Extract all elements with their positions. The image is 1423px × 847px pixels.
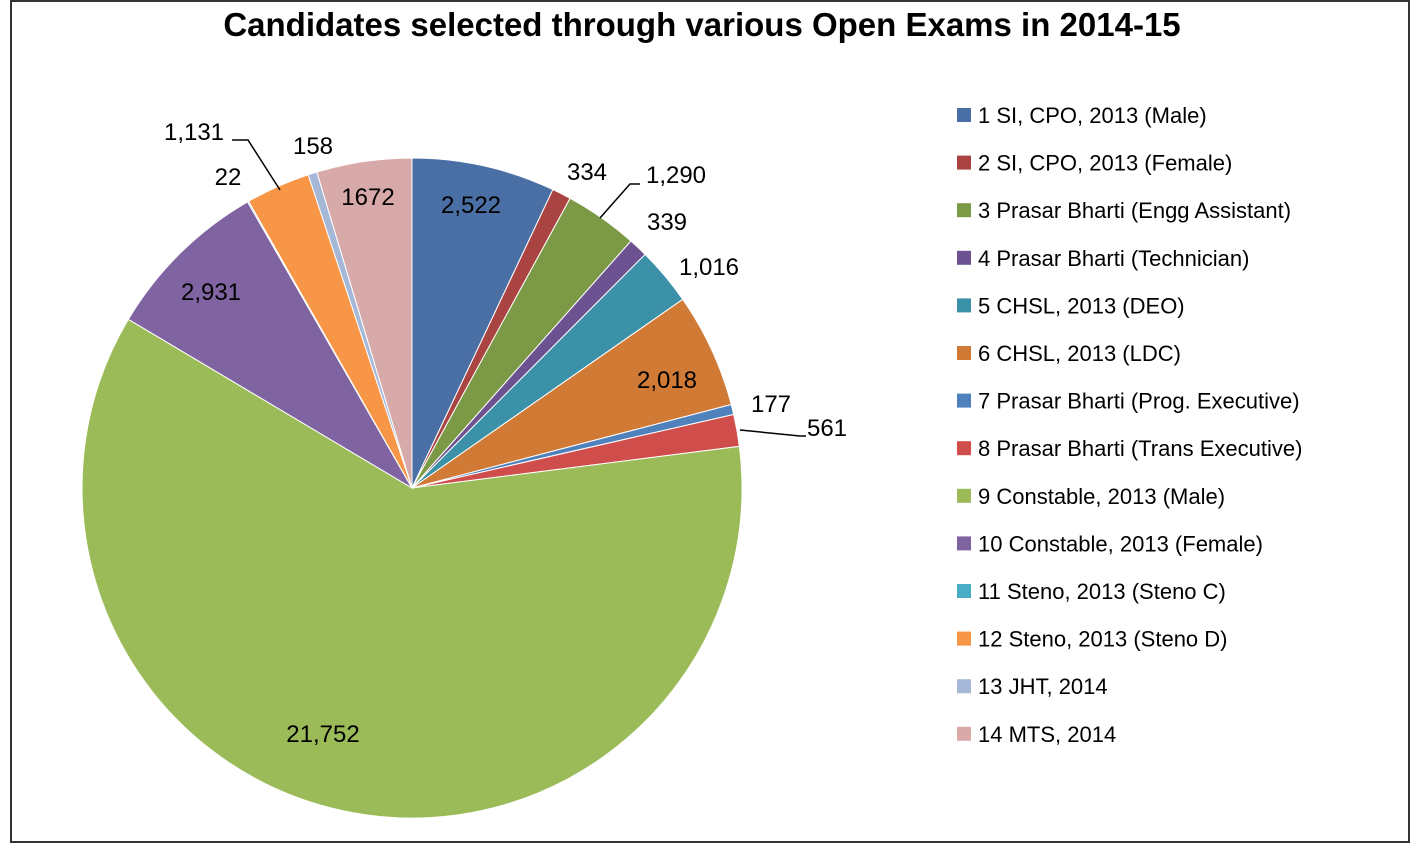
legend-label: 4 Prasar Bharti (Technician) bbox=[978, 246, 1249, 271]
legend-label: 11 Steno, 2013 (Steno C) bbox=[978, 579, 1226, 604]
data-label-13: 158 bbox=[293, 133, 333, 160]
data-label-11: 22 bbox=[215, 164, 242, 191]
pie-slice-1 bbox=[411, 157, 554, 489]
data-label-12: 1,131 bbox=[164, 119, 224, 146]
legend-label: 14 MTS, 2014 bbox=[978, 722, 1116, 747]
legend-swatch bbox=[957, 441, 971, 456]
data-label-3: 1,290 bbox=[646, 162, 706, 189]
legend-item-3: 3 Prasar Bharti (Engg Assistant) bbox=[957, 198, 1291, 223]
legend-swatch bbox=[957, 155, 971, 170]
legend-item-5: 5 CHSL, 2013 (DEO) bbox=[957, 293, 1185, 318]
legend-item-10: 10 Constable, 2013 (Female) bbox=[957, 531, 1263, 556]
leader-line-3 bbox=[599, 183, 640, 219]
leader-lines bbox=[232, 139, 806, 437]
legend-item-7: 7 Prasar Bharti (Prog. Executive) bbox=[957, 389, 1300, 414]
legend-item-14: 14 MTS, 2014 bbox=[957, 722, 1116, 747]
legend-label: 6 CHSL, 2013 (LDC) bbox=[978, 341, 1181, 366]
legend-item-2: 2 SI, CPO, 2013 (Female) bbox=[957, 151, 1232, 176]
data-labels: 2,522 334 1,290 339 1,016 2,018 177 561 21,752 2,… bbox=[164, 119, 847, 748]
legend-label: 13 JHT, 2014 bbox=[978, 674, 1108, 699]
data-label-9: 21,752 bbox=[286, 721, 359, 748]
data-label-8: 561 bbox=[807, 415, 847, 442]
data-label-4: 339 bbox=[647, 209, 687, 236]
legend-item-4: 4 Prasar Bharti (Technician) bbox=[957, 246, 1249, 271]
legend-swatch bbox=[957, 203, 971, 218]
pie-slice-10 bbox=[127, 201, 414, 490]
data-label-1: 2,522 bbox=[441, 192, 501, 219]
legend-item-1: 1 SI, CPO, 2013 (Male) bbox=[957, 103, 1207, 128]
chart-title: Candidates selected through various Open… bbox=[223, 6, 1180, 43]
legend-label: 5 CHSL, 2013 (DEO) bbox=[978, 293, 1185, 318]
legend-item-11: 11 Steno, 2013 (Steno C) bbox=[957, 579, 1226, 604]
leader-line-8 bbox=[739, 429, 806, 437]
legend-swatch bbox=[957, 298, 971, 313]
pie-slice-9 bbox=[81, 318, 743, 819]
legend-label: 1 SI, CPO, 2013 (Male) bbox=[978, 103, 1207, 128]
pie-slices bbox=[81, 157, 743, 819]
data-label-7: 177 bbox=[751, 391, 791, 418]
pie-slice-14 bbox=[316, 157, 413, 489]
legend-swatch bbox=[957, 726, 971, 741]
data-label-5: 1,016 bbox=[679, 254, 739, 281]
data-label-2: 334 bbox=[567, 159, 607, 186]
legend-label: 2 SI, CPO, 2013 (Female) bbox=[978, 151, 1232, 176]
legend-item-8: 8 Prasar Bharti (Trans Executive) bbox=[957, 436, 1302, 461]
legend-label: 10 Constable, 2013 (Female) bbox=[978, 531, 1263, 556]
legend-swatch bbox=[957, 108, 971, 122]
legend-swatch bbox=[957, 393, 971, 408]
legend-item-12: 12 Steno, 2013 (Steno D) bbox=[957, 627, 1228, 652]
legend-swatch bbox=[957, 631, 971, 646]
data-label-14: 1672 bbox=[341, 184, 394, 211]
legend-swatch bbox=[957, 584, 971, 598]
leader-line-12 bbox=[232, 139, 281, 191]
legend-swatch bbox=[957, 346, 971, 360]
legend-item-13: 13 JHT, 2014 bbox=[957, 674, 1108, 699]
legend-swatch bbox=[957, 488, 971, 503]
legend-item-9: 9 Constable, 2013 (Male) bbox=[957, 484, 1225, 509]
legend-label: 3 Prasar Bharti (Engg Assistant) bbox=[978, 198, 1291, 223]
legend-label: 8 Prasar Bharti (Trans Executive) bbox=[978, 436, 1302, 461]
legend-swatch bbox=[957, 679, 971, 694]
legend-label: 7 Prasar Bharti (Prog. Executive) bbox=[978, 389, 1300, 414]
legend-swatch bbox=[957, 536, 971, 551]
legend-label: 9 Constable, 2013 (Male) bbox=[978, 484, 1225, 509]
data-label-6: 2,018 bbox=[637, 367, 697, 394]
legend: 1 SI, CPO, 2013 (Male) 2 SI, CPO, 2013 (F… bbox=[957, 103, 1302, 747]
data-label-10: 2,931 bbox=[181, 279, 241, 306]
legend-label: 12 Steno, 2013 (Steno D) bbox=[978, 627, 1228, 652]
legend-item-6: 6 CHSL, 2013 (LDC) bbox=[957, 341, 1181, 366]
legend-swatch bbox=[957, 250, 971, 265]
